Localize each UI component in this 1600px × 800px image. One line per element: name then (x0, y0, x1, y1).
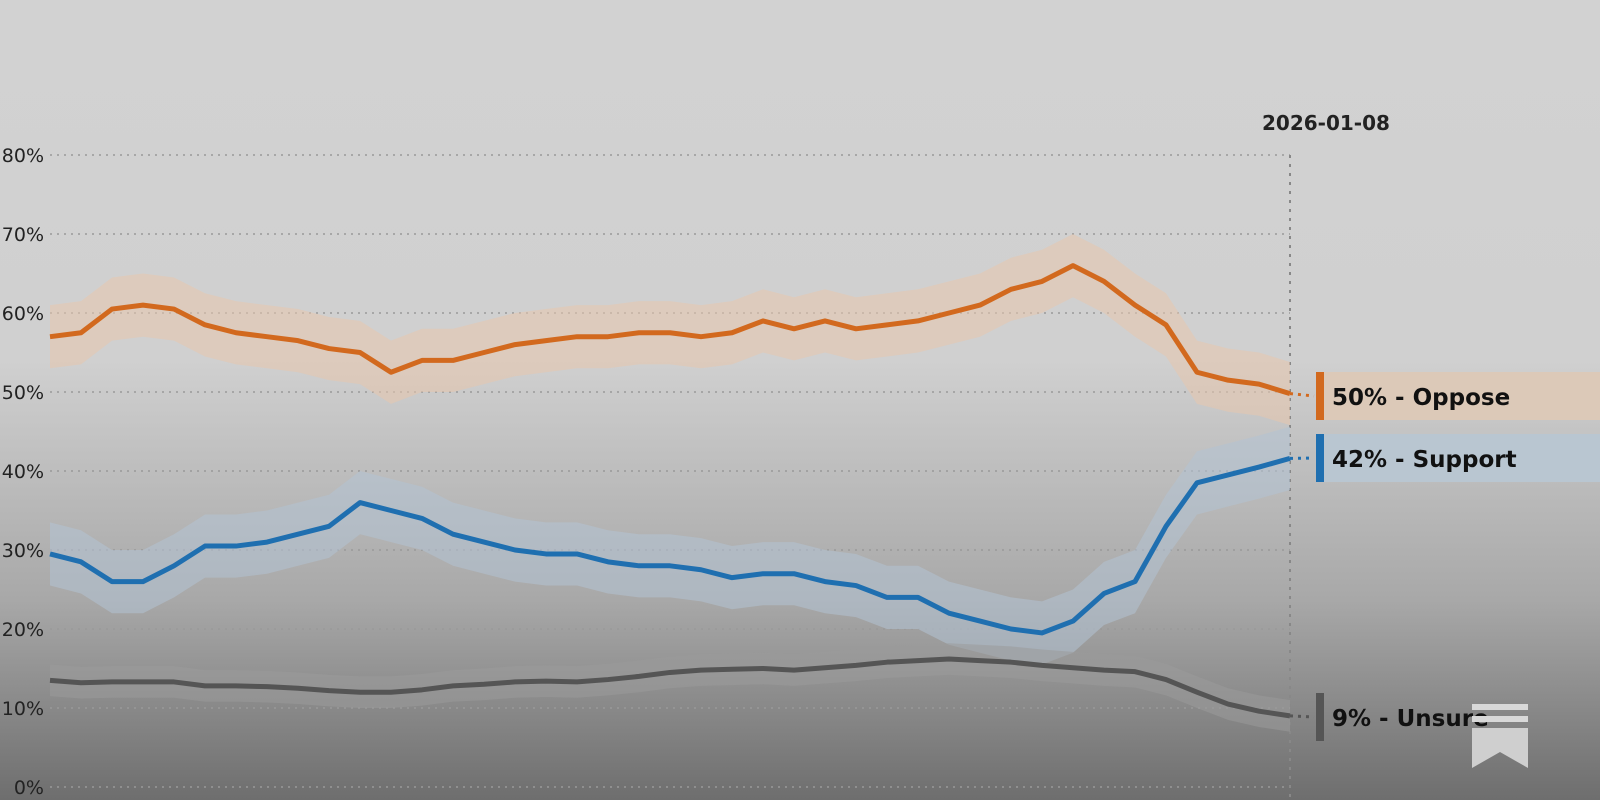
label-connector (1289, 714, 1315, 719)
series-line-oppose (49, 263, 1291, 396)
y-tick-label: 80% (2, 145, 44, 167)
y-tick-label: 0% (14, 777, 44, 799)
series-line-support (49, 455, 1291, 636)
series-end-label-oppose: 50% - Oppose (1332, 385, 1510, 411)
confidence-band-oppose (50, 234, 1290, 426)
label-marker (1316, 693, 1324, 741)
end-date-label: 2026-01-08 (1262, 111, 1390, 135)
bookmark-icon[interactable] (1472, 704, 1528, 768)
label-bg (1318, 434, 1600, 482)
y-tick-label: 70% (2, 224, 44, 246)
confidence-band-unsure (50, 643, 1290, 732)
label-marker (1316, 372, 1324, 420)
label-marker (1316, 434, 1324, 482)
y-tick-label: 20% (2, 619, 44, 641)
y-tick-label: 10% (2, 698, 44, 720)
y-tick-label: 40% (2, 461, 44, 483)
y-tick-label: 30% (2, 540, 44, 562)
confidence-band-support (50, 426, 1290, 665)
y-tick-label: 60% (2, 303, 44, 325)
series-end-label-support: 42% - Support (1332, 447, 1517, 473)
label-bg (1318, 372, 1600, 420)
series-line-unsure (49, 656, 1291, 719)
label-connector (1289, 392, 1315, 398)
y-tick-label: 50% (2, 382, 44, 404)
series-end-label-unsure: 9% - Unsure (1332, 706, 1489, 732)
